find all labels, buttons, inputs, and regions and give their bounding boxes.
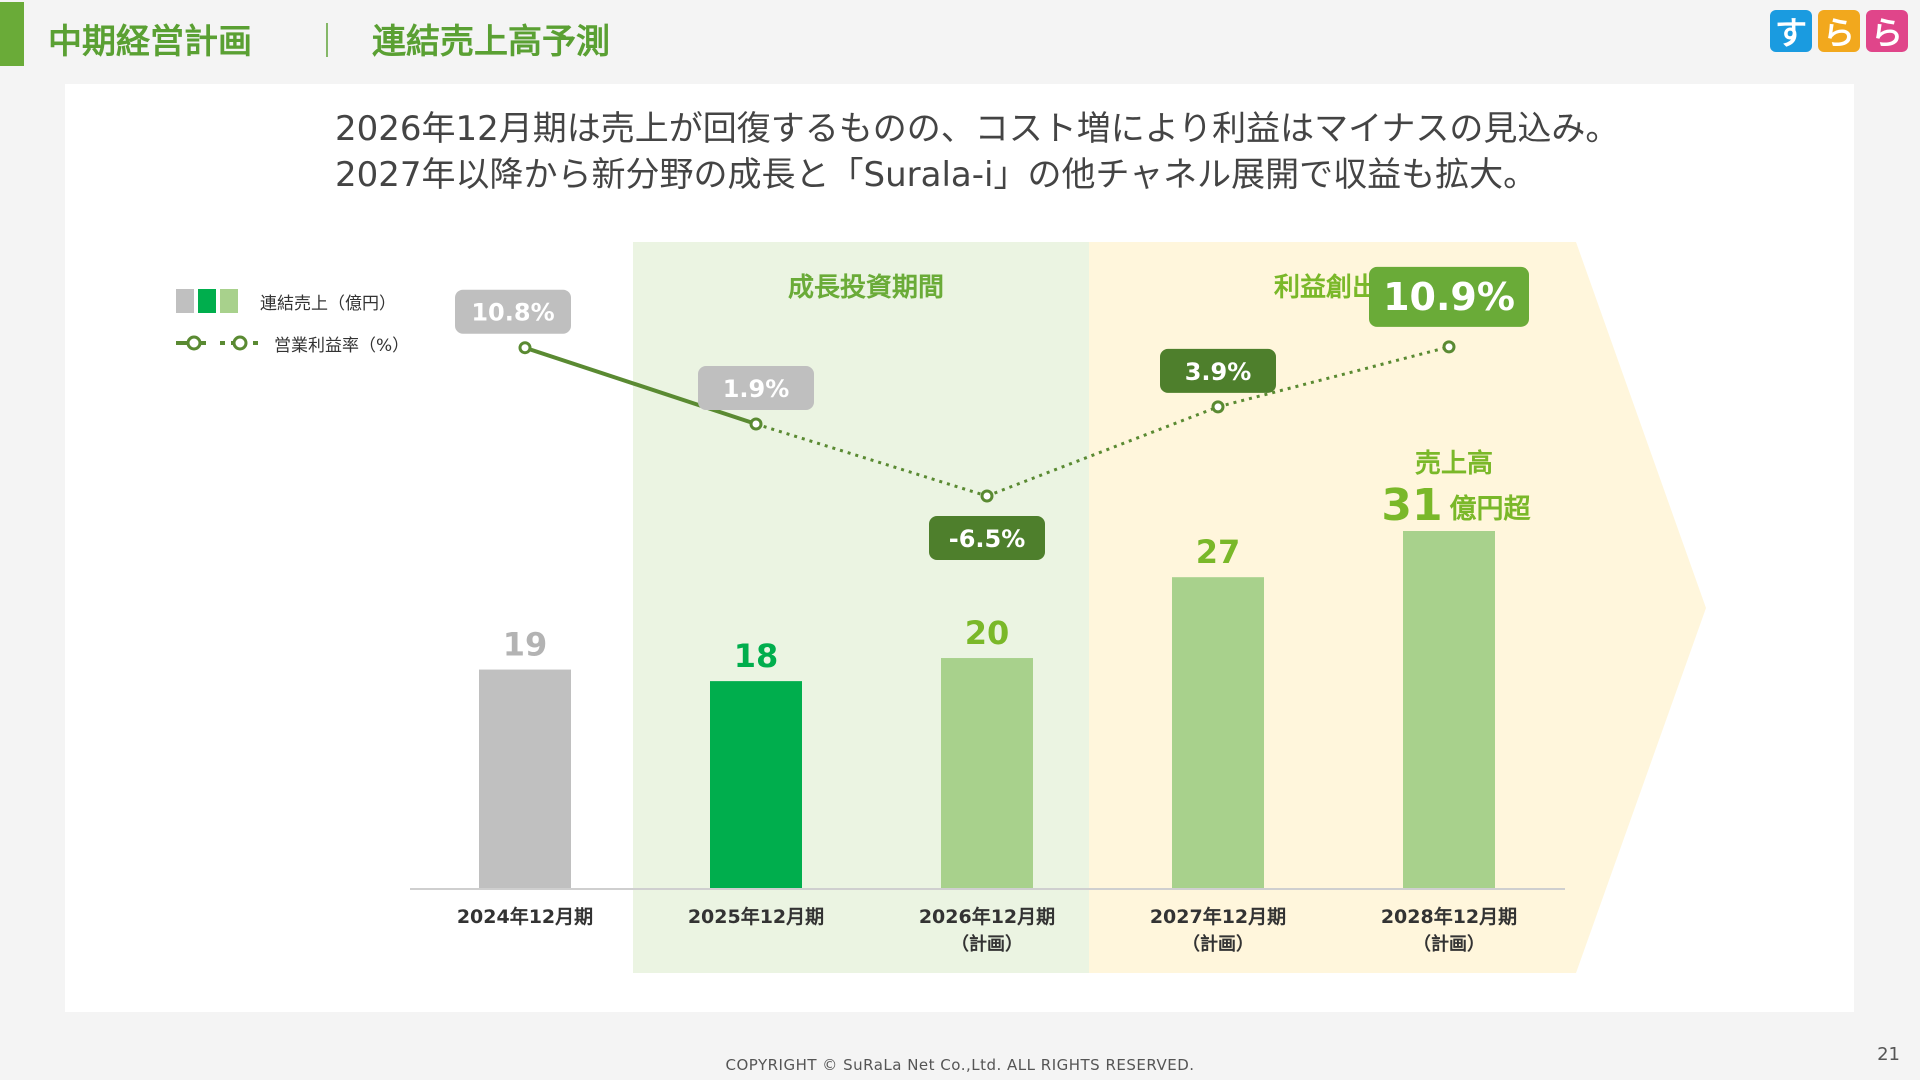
sales-bar xyxy=(1403,531,1495,889)
title-bar: 中期経営計画 ｜ 連結売上高予測 す ら ら xyxy=(0,0,1920,80)
sales-bar xyxy=(941,658,1033,889)
margin-point xyxy=(749,417,763,431)
margin-value-badge xyxy=(1369,266,1529,327)
margin-point xyxy=(1211,400,1225,414)
margin-value-label: -6.5% xyxy=(949,525,1026,553)
growth-period-label: 成長投資期間 xyxy=(788,273,944,303)
x-tick-label: 2024年12月期 xyxy=(457,905,593,928)
headline-line-1: 2026年12月期は売上が回復するものの、コスト増により利益はマイナスの見込み。 xyxy=(335,109,1620,149)
x-tick-label: 2025年12月期 xyxy=(688,905,824,928)
legend-sales: 連結売上（億円） xyxy=(176,286,409,316)
sales-value-label: 27 xyxy=(1196,533,1241,571)
margin-value-label: 10.8% xyxy=(471,299,554,327)
legend-swatch-gray xyxy=(176,289,194,313)
x-tick-label: 2026年12月期 xyxy=(919,905,1055,928)
margin-value-label: 10.9% xyxy=(1383,275,1515,319)
surara-logo: す ら ら xyxy=(1770,10,1908,52)
sales-bar xyxy=(479,669,571,889)
callout-unit: 億円超 xyxy=(1450,494,1532,525)
callout-number: 31 xyxy=(1381,480,1442,531)
headline: 2026年12月期は売上が回復するものの、コスト増により利益はマイナスの見込み。… xyxy=(335,106,1619,198)
chart-legend: 連結売上（億円） 営業利益率（%） xyxy=(176,286,409,370)
x-tick-label: 2027年12月期 xyxy=(1150,905,1286,928)
margin-point xyxy=(518,341,532,355)
margin-value-badge xyxy=(929,516,1045,560)
margin-line-segment xyxy=(524,345,757,426)
sales-value-label: 19 xyxy=(503,626,548,664)
title-accent-bar xyxy=(0,2,24,66)
sales-value-label: 20 xyxy=(965,614,1010,652)
legend-line-marker-icon xyxy=(176,335,262,351)
margin-point xyxy=(980,489,994,503)
title-separator: ｜ xyxy=(310,22,344,62)
x-tick-label: 2028年12月期 xyxy=(1381,905,1517,928)
legend-margin: 営業利益率（%） xyxy=(176,328,409,358)
sales-bar xyxy=(1172,577,1264,889)
x-tick-note: （計画） xyxy=(1413,933,1485,955)
logo-tile-1: す xyxy=(1770,10,1812,52)
margin-value-label: 3.9% xyxy=(1185,358,1252,386)
x-tick-note: （計画） xyxy=(1182,933,1254,955)
legend-swatch-light-green xyxy=(220,289,238,313)
legend-sales-label: 連結売上（億円） xyxy=(260,293,396,314)
page-subtitle: 連結売上高予測 xyxy=(372,22,610,62)
margin-line-segment xyxy=(986,405,1219,498)
page-title: 中期経営計画 xyxy=(48,22,252,62)
page-number: 21 xyxy=(1877,1044,1900,1065)
margin-value-badge xyxy=(698,366,814,410)
x-tick-note: （計画） xyxy=(951,933,1023,955)
callout-line1: 売上高 xyxy=(1415,448,1493,479)
margin-value-badge xyxy=(1160,348,1276,393)
margin-value-label: 1.9% xyxy=(723,375,790,403)
margin-point xyxy=(1442,340,1456,354)
legend-swatch-green xyxy=(198,289,216,313)
margin-value-badge xyxy=(455,289,571,334)
logo-tile-3: ら xyxy=(1866,10,1908,52)
headline-line-2: 2027年以降から新分野の成長と「Surala-i」の他チャネル展開で収益も拡大… xyxy=(335,155,1538,195)
copyright-footer: COPYRIGHT © SuRaLa Net Co.,Ltd. ALL RIGH… xyxy=(725,1056,1195,1074)
sales-value-label: 18 xyxy=(734,637,779,675)
margin-line-segment xyxy=(755,422,988,498)
sales-bar xyxy=(710,681,802,889)
logo-tile-2: ら xyxy=(1818,10,1860,52)
legend-margin-label: 営業利益率（%） xyxy=(274,335,410,356)
